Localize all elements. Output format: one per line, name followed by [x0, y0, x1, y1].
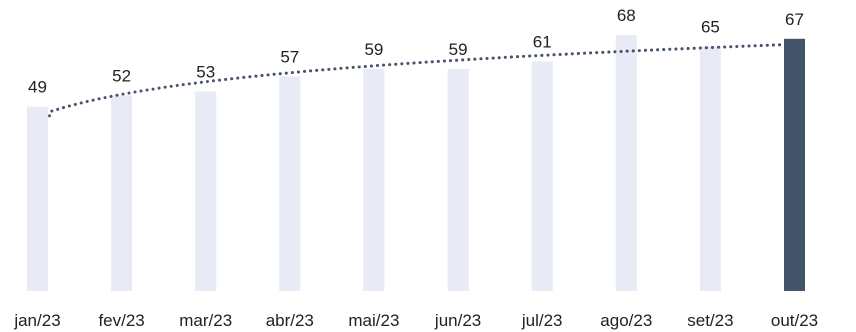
value-label-out/23: 67: [785, 10, 804, 29]
value-labels-group: 49 52 53 57 59 59 61 68 65 67: [28, 6, 804, 97]
value-label-mar/23: 53: [196, 63, 215, 82]
value-label-set/23: 65: [701, 17, 720, 36]
category-label-fev/23: fev/23: [98, 311, 144, 330]
category-label-mar/23: mar/23: [179, 311, 232, 330]
bar-fev/23: [111, 95, 133, 291]
value-label-ago/23: 68: [617, 6, 636, 25]
value-label-fev/23: 52: [112, 66, 131, 85]
value-label-abr/23: 57: [280, 48, 299, 67]
value-label-mai/23: 59: [364, 40, 383, 59]
category-label-ago/23: ago/23: [600, 311, 652, 330]
category-label-jan/23: jan/23: [13, 311, 60, 330]
value-label-jul/23: 61: [533, 32, 552, 51]
bar-out/23: [784, 38, 805, 291]
category-label-out/23: out/23: [771, 311, 818, 330]
bar-mar/23: [195, 91, 217, 291]
category-label-jul/23: jul/23: [521, 311, 563, 330]
bar-ago/23: [615, 35, 637, 291]
value-label-jun/23: 59: [449, 40, 468, 59]
bar-mai/23: [363, 68, 385, 292]
bar-set/23: [699, 46, 721, 291]
category-label-jun/23: jun/23: [434, 311, 481, 330]
bars-group: [27, 35, 805, 292]
bar-abr/23: [279, 76, 301, 291]
bar-jul/23: [531, 61, 553, 292]
category-label-mai/23: mai/23: [348, 311, 399, 330]
value-label-jan/23: 49: [28, 78, 47, 97]
category-label-abr/23: abr/23: [266, 311, 314, 330]
category-label-set/23: set/23: [687, 311, 733, 330]
trendline: [48, 42, 796, 118]
bar-jan/23: [27, 106, 48, 291]
bar-jun/23: [447, 68, 469, 292]
category-labels-group: jan/23 fev/23 mar/23 abr/23 mai/23 jun/23 jul/…: [13, 311, 818, 330]
